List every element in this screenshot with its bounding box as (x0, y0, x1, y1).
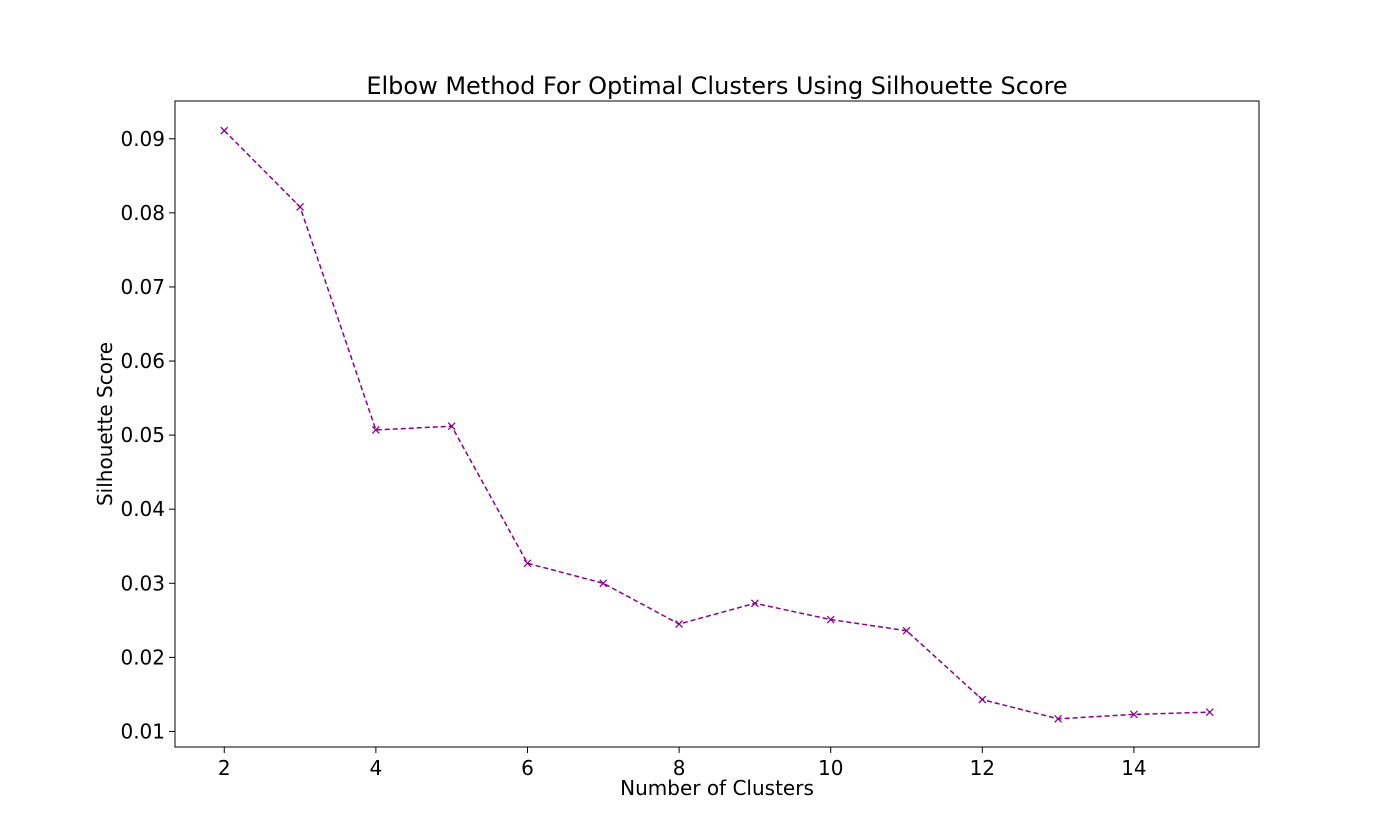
y-tick-label: 0.08 (120, 201, 165, 225)
x-tick-label: 4 (370, 756, 383, 780)
y-tick-label: 0.07 (120, 275, 165, 299)
x-tick-label: 10 (818, 756, 843, 780)
data-point-marker (296, 202, 305, 211)
y-tick-label: 0.06 (120, 349, 165, 373)
y-tick-label: 0.04 (120, 497, 165, 521)
y-tick-label: 0.02 (120, 645, 165, 669)
data-point-marker (599, 579, 608, 588)
y-tick-label: 0.09 (120, 127, 165, 151)
x-tick-label: 2 (218, 756, 231, 780)
y-tick-label: 0.01 (120, 719, 165, 743)
data-point-marker (750, 599, 759, 608)
data-point-marker (826, 615, 835, 624)
x-axis-label: Number of Clusters (620, 776, 814, 800)
data-point-marker (1054, 714, 1063, 723)
y-axis: 0.01 0.02 0.03 0.04 0.05 0.06 0.07 0.08 0.09 (120, 127, 175, 743)
y-tick-label: 0.05 (120, 423, 165, 447)
data-point-marker (978, 695, 987, 704)
x-tick-label: 8 (673, 756, 686, 780)
series-layer (220, 126, 1214, 723)
chart-title: Elbow Method For Optimal Clusters Using … (366, 72, 1067, 100)
series-line (223, 130, 1210, 720)
data-point-marker (1129, 710, 1138, 719)
plot-area-frame (174, 100, 1260, 748)
data-point-marker (1205, 708, 1214, 717)
x-tick-label: 6 (521, 756, 534, 780)
data-point-marker (902, 626, 911, 635)
y-tick-label: 0.03 (120, 571, 165, 595)
x-axis: 2 4 6 8 10 12 14 (218, 747, 1147, 780)
y-axis-label: Silhouette Score (93, 342, 117, 506)
data-point-marker (675, 620, 684, 628)
data-point-marker (371, 425, 380, 434)
x-tick-label: 14 (1121, 756, 1146, 780)
x-tick-label: 12 (970, 756, 995, 780)
data-point-marker (220, 126, 229, 135)
data-point-marker (523, 559, 532, 568)
data-point-marker (447, 422, 456, 431)
